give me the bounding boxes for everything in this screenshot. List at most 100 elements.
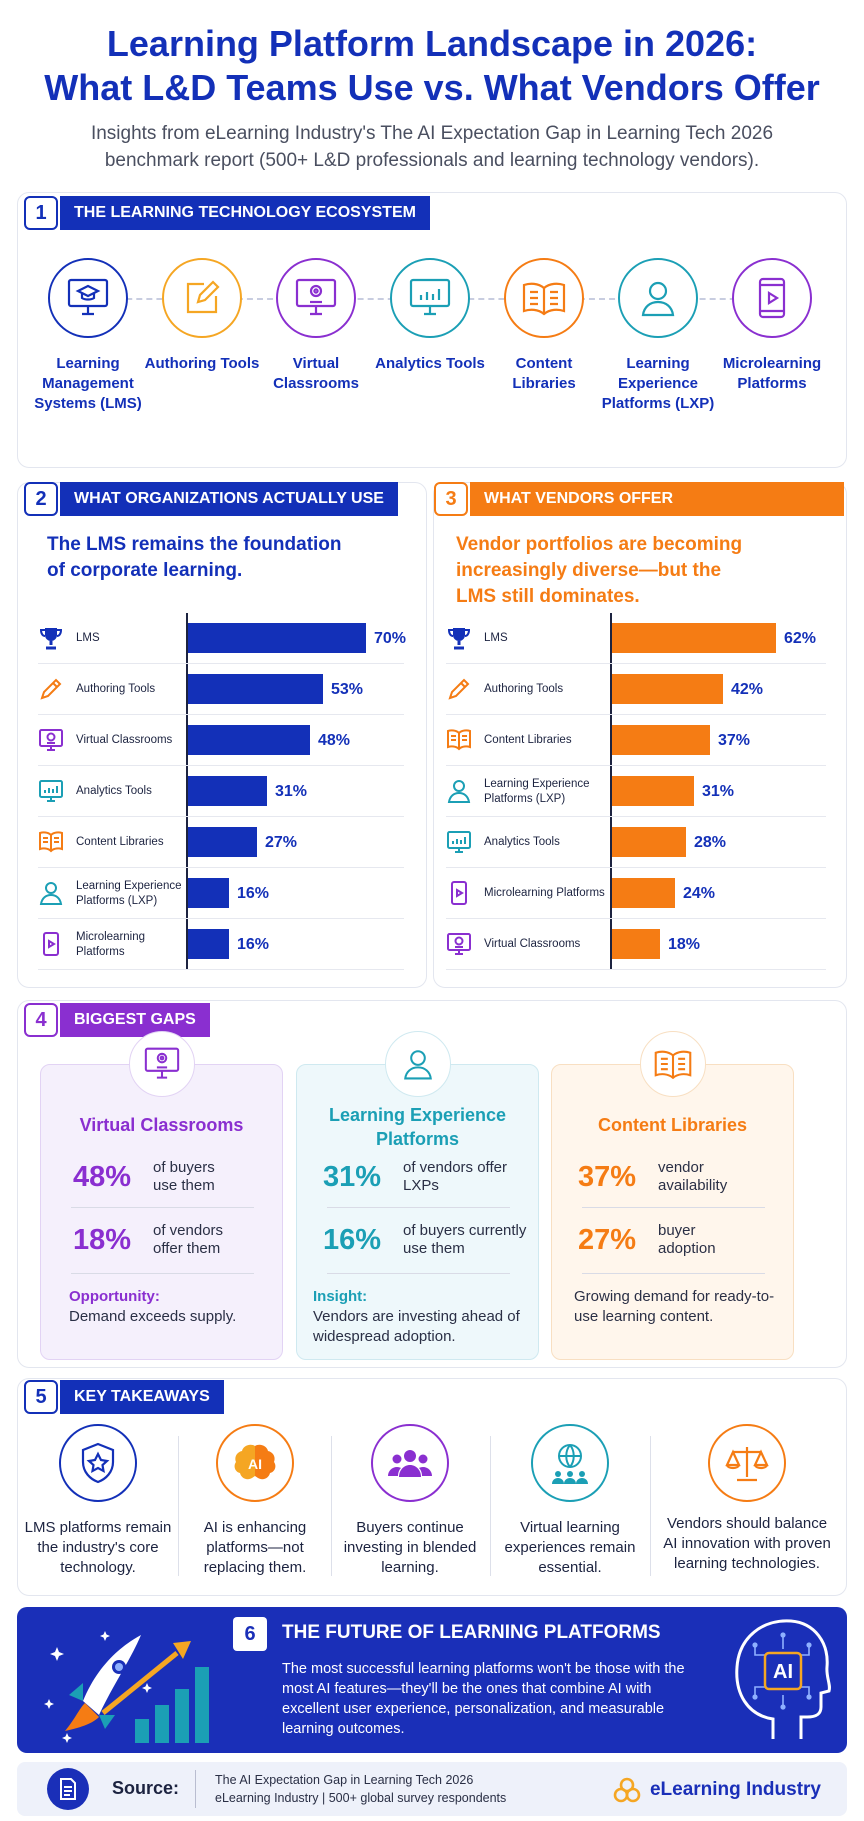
intro-line1: The LMS remains the foundation xyxy=(47,534,342,555)
gap-stat-value: 31% xyxy=(323,1160,382,1193)
gap-note-text: Vendors are investing ahead of widesprea… xyxy=(313,1308,520,1345)
source-line2: eLearning Industry | 500+ global survey … xyxy=(215,1791,507,1805)
ecosystem-item-content-libraries: Content Libraries xyxy=(484,258,604,394)
gap-title: Content Libraries xyxy=(597,1115,748,1135)
user-icon xyxy=(618,258,698,338)
intro-line2: of corporate learning. xyxy=(47,560,243,581)
takeaway-divider xyxy=(490,1436,491,1576)
takeaway-text: Vendors should balance AI innovation wit… xyxy=(663,1515,831,1572)
gap-title: Virtual Classrooms xyxy=(79,1115,244,1135)
gap-stat-text: of vendors offer them xyxy=(153,1222,224,1257)
chart-row: Learning Experience Platforms (LXP) 31% xyxy=(446,766,826,817)
takeaway-virtual: Virtual learning experiences remain esse… xyxy=(495,1424,645,1578)
gap-divider xyxy=(327,1273,510,1274)
bar-chart-monitor-icon xyxy=(446,829,474,857)
chart-value-label: 18% xyxy=(668,935,701,953)
chart-category-label: Microlearning Platforms xyxy=(76,930,146,958)
ecosystem-item-virtual-classrooms: Virtual Classrooms xyxy=(256,258,376,394)
vendors-offer-intro: Vendor portfolios are becoming increasin… xyxy=(456,532,742,610)
takeaway-text: Virtual learning experiences remain esse… xyxy=(504,1519,636,1576)
chart-value-label: 16% xyxy=(237,884,270,902)
section-label: THE LEARNING TECHNOLOGY ECOSYSTEM xyxy=(60,196,430,230)
chart-category-label: Authoring Tools xyxy=(76,683,156,695)
chart-value-label: 42% xyxy=(731,680,764,698)
chart-bar xyxy=(612,623,776,653)
gap-note: Opportunity: Demand exceeds supply. xyxy=(69,1287,269,1327)
pencil-icon xyxy=(446,676,474,704)
webcam-monitor-icon xyxy=(276,258,356,338)
chart-category-label: Virtual Classrooms xyxy=(76,734,173,746)
section-label: BIGGEST GAPS xyxy=(60,1003,210,1037)
takeaway-divider xyxy=(178,1436,179,1576)
trophy-icon xyxy=(38,625,66,653)
chart-row: LMS 62% xyxy=(446,613,826,664)
chart-value-label: 53% xyxy=(331,680,364,698)
phone-play-icon xyxy=(38,931,66,959)
ecosystem-item-microlearning: Microlearning Platforms xyxy=(712,258,832,394)
gap-divider xyxy=(71,1273,254,1274)
chart-bar xyxy=(188,725,310,755)
future-banner: 6 THE FUTURE OF LEARNING PLATFORMS The m… xyxy=(17,1607,847,1753)
ecosystem-label: Analytics Tools xyxy=(375,355,485,372)
graduation-monitor-icon xyxy=(48,258,128,338)
vendors-offer-header: 3 WHAT VENDORS OFFER xyxy=(434,482,844,516)
section-number: 6 xyxy=(233,1617,267,1651)
chart-row: Microlearning Platforms 24% xyxy=(446,868,826,919)
shield-star-icon xyxy=(59,1424,137,1502)
takeaway-text: AI is enhancing platforms—not replacing … xyxy=(203,1519,307,1576)
page-title: Learning Platform Landscape in 2026: Wha… xyxy=(0,22,864,110)
future-body: The most successful learning platforms w… xyxy=(282,1661,685,1737)
bar-chart-monitor-icon xyxy=(390,258,470,338)
section-number: 4 xyxy=(24,1003,58,1037)
gap-stat-value: 37% xyxy=(578,1160,637,1193)
ecosystem-item-lxp: Learning Experience Platforms (LXP) xyxy=(598,258,718,414)
gap-card-lxp: Learning Experience Platforms 31% of ven… xyxy=(296,1031,539,1360)
chart-bar xyxy=(188,776,267,806)
chart-value-label: 70% xyxy=(374,629,407,647)
ecosystem-label: Authoring Tools xyxy=(144,355,260,372)
takeaway-balance: Vendors should balance AI innovation wit… xyxy=(662,1424,832,1574)
chart-bar xyxy=(612,674,723,704)
gap-divider xyxy=(71,1207,254,1208)
chart-row: LMS 70% xyxy=(38,613,407,664)
ai-chip-label: AI xyxy=(773,1661,793,1683)
gap-divider xyxy=(327,1207,510,1208)
brand-name: eLearning Industry xyxy=(649,1779,821,1800)
page-subtitle-line1: Insights from eLearning Industry's The A… xyxy=(90,123,774,144)
user-icon xyxy=(446,778,474,806)
page-subtitle: Insights from eLearning Industry's The A… xyxy=(50,120,814,174)
phone-play-icon xyxy=(446,880,474,908)
gap-note-text: Growing demand for ready-to-use learning… xyxy=(574,1288,775,1325)
ecosystem-item-lms: Learning Management Systems (LMS) xyxy=(28,258,148,414)
page-subtitle-line2: benchmark report (500+ L&D professionals… xyxy=(104,150,760,171)
section-label: WHAT VENDORS OFFER xyxy=(470,482,844,516)
chart-bar xyxy=(612,725,710,755)
section-label: WHAT ORGANIZATIONS ACTUALLY USE xyxy=(60,482,398,516)
takeaway-text: Buyers continue investing in blended lea… xyxy=(343,1519,477,1576)
gap-card-content-libraries: Content Libraries 37% vendor availabilit… xyxy=(551,1031,794,1360)
gap-stat-value: 48% xyxy=(73,1160,132,1193)
chart-row: Microlearning Platforms 16% xyxy=(38,919,404,970)
balance-scale-icon xyxy=(708,1424,786,1502)
chart-value-label: 28% xyxy=(694,833,727,851)
section-number: 5 xyxy=(24,1380,58,1414)
gap-divider xyxy=(582,1207,765,1208)
takeaway-ai: AI AI is enhancing platforms—not replaci… xyxy=(180,1424,330,1578)
chart-category-label: Analytics Tools xyxy=(76,785,152,797)
chart-row: Analytics Tools 31% xyxy=(38,766,404,817)
takeaway-text: LMS platforms remain the industry's core… xyxy=(24,1519,172,1576)
gap-note: Growing demand for ready-to-use learning… xyxy=(574,1287,784,1327)
intro-line2: increasingly diverse—but the xyxy=(456,560,722,581)
organizations-use-header: 2 WHAT ORGANIZATIONS ACTUALLY USE xyxy=(24,482,398,516)
brand-logo: eLearning Industry xyxy=(612,1776,821,1804)
chart-value-label: 24% xyxy=(683,884,716,902)
chart-row: Learning Experience Platforms (LXP) 16% xyxy=(38,868,404,919)
future-title: THE FUTURE OF LEARNING PLATFORMS xyxy=(282,1622,661,1643)
gap-stat-text: of buyers currently use them xyxy=(403,1222,527,1257)
ecosystem-label: Microlearning Platforms xyxy=(722,355,822,392)
biggest-gaps-header: 4 BIGGEST GAPS xyxy=(24,1003,210,1037)
chart-category-label: Microlearning Platforms xyxy=(484,887,605,899)
gap-card-virtual-classrooms: Virtual Classrooms 48% of buyers use the… xyxy=(40,1031,283,1360)
elearning-industry-logo-icon xyxy=(613,1777,641,1803)
organizations-use-intro: The LMS remains the foundation of corpor… xyxy=(47,532,342,584)
